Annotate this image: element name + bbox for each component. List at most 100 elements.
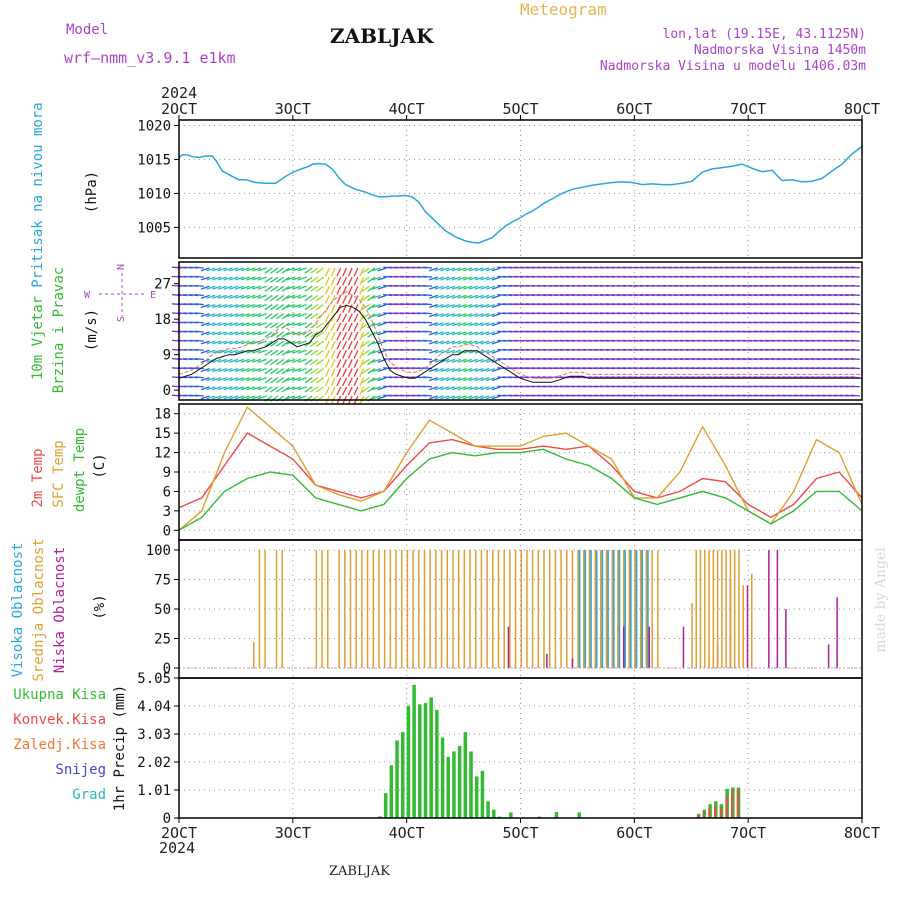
wind-barb bbox=[297, 322, 307, 327]
wind-barb bbox=[240, 367, 250, 373]
wind-barb bbox=[240, 267, 250, 272]
wind-barb bbox=[434, 331, 444, 336]
cloud-bar bbox=[634, 550, 636, 668]
wind-barb bbox=[206, 313, 216, 318]
cloud-tick-label: 25 bbox=[154, 632, 171, 648]
wind-barb bbox=[246, 294, 256, 299]
wind-barb bbox=[367, 322, 376, 329]
meteogram-title: Meteogram bbox=[520, 0, 607, 19]
wind-barb bbox=[229, 367, 239, 373]
wind-barb bbox=[257, 322, 267, 327]
cloud-bar bbox=[446, 550, 449, 668]
cloud-bar bbox=[418, 550, 420, 668]
wind-barb bbox=[377, 303, 387, 309]
wind-barb bbox=[264, 358, 273, 366]
wind-barb bbox=[212, 349, 222, 354]
wind-barb bbox=[257, 349, 267, 354]
elevation-label: Nadmorska Visina 1450m bbox=[694, 43, 866, 58]
wind-barb bbox=[270, 368, 279, 375]
wind-barb bbox=[377, 313, 387, 318]
wind-barb bbox=[491, 285, 501, 290]
wind-barb bbox=[304, 358, 313, 366]
wind-barb bbox=[270, 294, 279, 302]
wind-barb bbox=[353, 304, 359, 313]
mid-cloud-bar bbox=[691, 603, 693, 668]
wind-barb bbox=[252, 313, 262, 318]
wind-barb bbox=[217, 303, 227, 309]
wind-barb bbox=[194, 330, 204, 333]
wind-tick-label: 9 bbox=[163, 348, 171, 364]
wind-barb bbox=[315, 358, 325, 366]
wind-barb bbox=[377, 367, 387, 373]
wind-barb bbox=[434, 267, 444, 272]
wind-barb bbox=[206, 331, 216, 336]
cloud-bar bbox=[457, 550, 460, 668]
plot-panels: 1020 1015 1010 1005 27 18 9 0 18 15 12 9 6 3 0 100 75 50 2… bbox=[137, 115, 863, 827]
mid-cloud-bar bbox=[708, 550, 710, 668]
wind-barb bbox=[474, 340, 484, 345]
wind-barb bbox=[297, 267, 307, 272]
wind-barb bbox=[457, 395, 467, 400]
wind-barb bbox=[428, 395, 438, 400]
wind-barb bbox=[194, 385, 204, 388]
cloud-bar bbox=[412, 550, 414, 668]
temp-unit: (C) bbox=[92, 453, 108, 478]
wind-barb bbox=[286, 386, 296, 391]
pressure-unit: (hPa) bbox=[84, 171, 100, 213]
wind-speed-line bbox=[178, 304, 862, 383]
wind-barb bbox=[434, 294, 444, 299]
wind-barb bbox=[234, 285, 244, 290]
wind-barb bbox=[324, 377, 330, 387]
wind-barb bbox=[480, 276, 490, 281]
wind-barb bbox=[850, 312, 861, 315]
wind-barb bbox=[446, 267, 456, 272]
wind-barb bbox=[234, 367, 244, 373]
wind-barb bbox=[336, 331, 342, 341]
wind-barb bbox=[457, 331, 467, 336]
total-precip-bar bbox=[554, 811, 559, 818]
cloud-bar bbox=[594, 550, 596, 668]
wind-barb bbox=[468, 285, 478, 290]
cloud-bar bbox=[338, 550, 340, 668]
wind-barb bbox=[292, 395, 302, 400]
wind-barb bbox=[850, 330, 861, 333]
wind-barb bbox=[428, 349, 438, 354]
wind-barb bbox=[257, 358, 267, 363]
wind-barb bbox=[423, 339, 433, 342]
wind-barb bbox=[491, 358, 501, 363]
wind-barb bbox=[428, 377, 438, 382]
wind-barb bbox=[194, 293, 204, 297]
wind-barb bbox=[463, 340, 473, 345]
wind-barb bbox=[446, 386, 456, 391]
wind-barb bbox=[491, 303, 501, 309]
compass-n: N bbox=[116, 264, 127, 270]
wind-barb bbox=[480, 294, 490, 299]
pressure-tick-label: 1005 bbox=[137, 220, 171, 236]
total-precip-bar bbox=[400, 732, 405, 818]
wind-barb bbox=[206, 267, 216, 272]
wind-barb bbox=[451, 276, 461, 281]
wind-barb bbox=[423, 385, 433, 388]
temp-tick-label: 18 bbox=[154, 407, 171, 423]
wind-barb bbox=[310, 331, 319, 338]
wind-barb bbox=[246, 331, 256, 336]
wind-barb bbox=[330, 368, 336, 377]
wind-tick-label: 18 bbox=[154, 312, 171, 328]
wind-barb bbox=[194, 275, 204, 278]
low-cloud-bar bbox=[571, 658, 574, 668]
mid-cloud-bar bbox=[699, 550, 702, 668]
wind-barb bbox=[486, 267, 496, 272]
wind-barb bbox=[292, 367, 302, 373]
cloud-bar bbox=[344, 550, 346, 668]
wind-barb bbox=[336, 350, 342, 359]
wind-barb bbox=[330, 304, 336, 313]
wind-barb bbox=[342, 377, 348, 387]
wind-barb bbox=[434, 349, 444, 354]
wind-barb bbox=[463, 367, 473, 373]
wind-barb bbox=[275, 285, 285, 292]
wind-barb bbox=[292, 358, 302, 363]
wind-barb bbox=[212, 377, 222, 382]
wind-barb bbox=[200, 303, 210, 309]
wind-barb bbox=[252, 303, 262, 309]
wind-barb bbox=[359, 322, 365, 332]
